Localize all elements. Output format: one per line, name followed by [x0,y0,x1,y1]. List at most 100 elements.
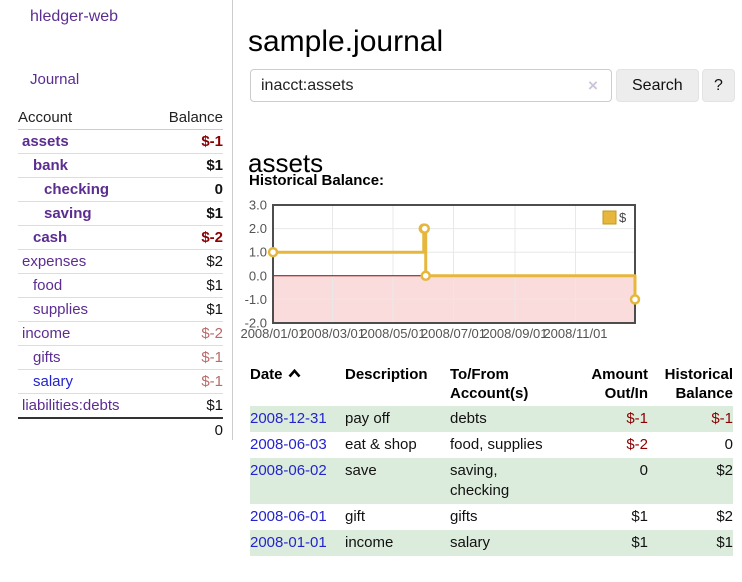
account-link[interactable]: salary [33,373,74,390]
account-link[interactable]: saving [44,205,92,222]
account-name-cell: bank [18,153,152,178]
data-point [420,270,431,282]
transaction-accounts: gifts [450,508,478,525]
x-axis-tick-label: 2008/05/01 [360,326,425,341]
transaction-date-cell: 2008-12-31 [250,406,345,432]
transaction-accounts: debts [450,406,583,432]
search-input[interactable] [250,69,612,102]
x-axis-tick-label: 2008/07/01 [421,326,486,341]
account-link[interactable]: assets [22,133,69,150]
account-link[interactable]: bank [33,157,69,174]
y-axis-tick-label: -1.0 [245,292,267,307]
accounts-total-spacer [18,417,152,442]
accounts-header-account: Account [18,106,152,130]
transaction-date-link[interactable]: 2008-06-03 [250,436,327,453]
account-link[interactable]: liabilities:debts [22,397,120,414]
help-button[interactable]: ? [702,69,735,102]
y-axis-tick-label: 2.0 [249,221,267,236]
transaction-date-cell: 2008-06-02 [250,458,345,504]
clear-search-icon[interactable]: × [588,76,598,95]
account-row: liabilities:debts $1 [18,393,223,418]
data-point [419,223,430,234]
transaction-row: 2008-06-02 save saving, checking 0 $2 [250,458,733,504]
transaction-balance: $-1 [648,406,733,432]
account-link[interactable]: checking [44,181,110,198]
transaction-amount: $-2 [626,436,648,453]
account-balance: $-2 [151,321,223,346]
y-axis-tick-label: 0.0 [249,268,267,283]
transaction-row: 2008-01-01 income salary $1 $1 [250,530,733,556]
account-balance: $1 [151,153,223,178]
account-link[interactable]: expenses [22,253,87,270]
transaction-description: save [345,458,450,504]
accounts-total-balance: 0 [151,417,223,442]
x-axis-tick-label: 2008/11/01 [543,326,607,341]
sort-ascending-icon[interactable] [288,369,301,378]
app-title-link[interactable]: hledger-web [30,8,119,25]
data-point [629,294,641,305]
account-link[interactable]: gifts [33,349,61,366]
account-row: checking 0 [18,177,223,202]
account-heading: assets [248,147,324,178]
account-balance: $1 [151,297,223,322]
transaction-row: 2008-06-03 eat & shop food, supplies $-2 0 [250,432,733,458]
account-row: gifts $-1 [18,345,223,370]
account-name-cell: supplies [18,297,152,322]
transaction-accounts: food, supplies [450,436,543,453]
transaction-balance: $1 [648,530,733,556]
transaction-description: eat & shop [345,436,417,453]
account-balance: $1 [151,201,223,226]
account-name-cell: saving [18,201,152,226]
transaction-description: pay off [345,406,450,432]
register-header-tofrom[interactable]: To/From Account(s) [450,366,529,402]
transaction-amount: $-1 [583,406,648,432]
account-link[interactable]: supplies [33,301,89,318]
account-name-cell: income [18,321,152,346]
x-axis-tick-label: 2008/03/01 [300,326,365,341]
account-balance: $-1 [151,345,223,370]
search-button[interactable]: Search [616,69,699,102]
account-balance: $2 [151,249,223,274]
x-axis-tick-label: 2008/09/01 [482,326,547,341]
account-balance: $-2 [151,225,223,250]
chart-title: Historical Balance: [249,172,385,189]
account-row: cash $-2 [18,225,223,250]
account-balance: $1 [151,393,223,418]
account-row: salary $-1 [18,369,223,394]
register-table: Date Description To/From Account(s) Amount … [250,363,733,556]
transaction-date-link[interactable]: 2008-12-31 [250,410,327,427]
transaction-balance: $2 [716,508,733,525]
transaction-row: 2008-06-01 gift gifts $1 $2 [250,504,733,530]
transaction-amount: 0 [583,458,648,504]
account-link[interactable]: income [22,325,71,342]
transaction-date-link[interactable]: 2008-06-02 [250,462,327,479]
transaction-balance: $2 [648,458,733,504]
transaction-accounts: saving, checking [450,458,583,504]
accounts-total-row: 0 [18,417,223,442]
transaction-accounts: salary [450,530,583,556]
transaction-balance: 0 [724,436,733,453]
transaction-date-link[interactable]: 2008-01-01 [250,534,327,551]
y-axis-tick-label: -2.0 [245,316,267,331]
account-row: saving $1 [18,201,223,226]
account-name-cell: gifts [18,345,152,370]
account-name-cell: expenses [18,249,152,274]
account-name-cell: checking [18,177,152,202]
transaction-amount: $1 [631,508,648,525]
register-header-date[interactable]: Date [250,363,345,406]
register-header-description[interactable]: Description [345,366,428,383]
account-link[interactable]: food [33,277,63,294]
plot-border [272,204,636,324]
register-header-amount[interactable]: Amount Out/In [591,366,648,402]
transaction-date-link[interactable]: 2008-06-01 [250,508,327,525]
register-header-historical[interactable]: Historical Balance [664,366,733,402]
account-name-cell: cash [18,225,152,250]
accounts-header-balance: Balance [151,106,223,130]
transaction-description: gift [345,508,366,525]
sidebar-item-journal[interactable]: Journal [30,71,80,88]
transaction-amount: $1 [583,530,648,556]
account-name-cell: salary [18,369,152,394]
account-link[interactable]: cash [33,229,68,246]
account-balance: $1 [151,273,223,298]
